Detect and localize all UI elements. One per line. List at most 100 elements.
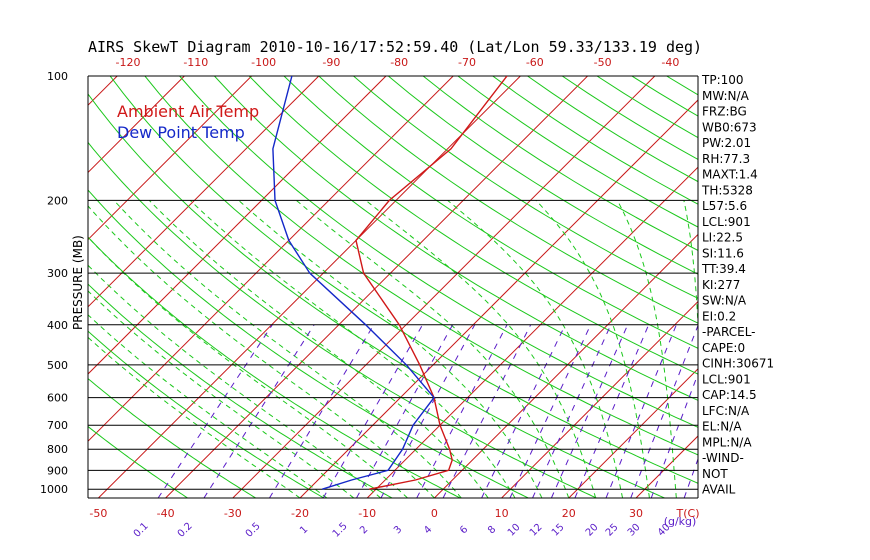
dew-point-profile <box>272 76 435 490</box>
moist-adiabat-line <box>616 200 677 498</box>
dry-adiabat-line <box>318 76 698 324</box>
stat-line: NOT <box>702 467 728 481</box>
moist-adiabat-line <box>535 200 650 498</box>
stat-line: LI:22.5 <box>702 231 743 245</box>
stat-line: CAPE:0 <box>702 341 745 355</box>
dry-adiabat-line <box>109 76 698 484</box>
mixing-ratio-tick-label: 1 <box>298 524 310 536</box>
stat-line: MW:N/A <box>702 89 750 103</box>
top-temp-tick-label: -40 <box>661 56 679 69</box>
dry-adiabat-line <box>353 76 698 299</box>
stat-line: LCL:901 <box>702 215 751 229</box>
top-temp-tick-label: -110 <box>183 56 208 69</box>
stat-line: -PARCEL- <box>702 325 756 339</box>
stat-line: TT:39.4 <box>701 262 746 276</box>
top-temp-tick-label: -80 <box>390 56 408 69</box>
bottom-temp-tick-label: -30 <box>224 507 242 520</box>
pressure-tick-label: 300 <box>47 267 68 280</box>
top-temp-tick-label: -70 <box>458 56 476 69</box>
stat-line: EL:N/A <box>702 420 742 434</box>
stat-line: LFC:N/A <box>702 404 750 418</box>
dry-adiabat-line <box>179 76 698 428</box>
pressure-tick-label: 400 <box>47 319 68 332</box>
mixing-ratio-line <box>481 324 566 498</box>
pressure-tick-label: 500 <box>47 359 68 372</box>
isotherm-line <box>88 76 320 308</box>
mixing-ratio-tick-label: 10 <box>506 522 523 539</box>
mixing-ratio-tick-label: 1.5 <box>331 521 350 540</box>
dry-adiabat-line <box>88 425 188 498</box>
mixing-ratio-tick-label: 3 <box>392 524 404 536</box>
top-temp-tick-label: -60 <box>526 56 544 69</box>
moist-adiabat-line <box>447 200 624 498</box>
temp-unit-label: T(C) <box>676 507 700 520</box>
stat-line: WB0:673 <box>702 120 757 134</box>
stat-line: EI:0.2 <box>702 309 736 323</box>
bottom-temp-tick-label: -10 <box>358 507 376 520</box>
mixing-ratio-tick-label: 6 <box>458 524 470 536</box>
stat-line: AVAIL <box>702 483 736 497</box>
mixing-ratio-line <box>550 324 629 498</box>
pressure-tick-label: 700 <box>47 419 68 432</box>
bottom-temp-tick-label: -50 <box>89 507 107 520</box>
mixing-ratio-tick-label: 0.1 <box>132 521 151 540</box>
dry-adiabat-line <box>666 76 698 96</box>
moist-adiabat-line <box>148 200 489 498</box>
mixing-ratio-tick-label: 30 <box>626 522 643 539</box>
moist-adiabat-line <box>88 236 408 498</box>
profile-lines <box>272 76 508 490</box>
mixing-ratio-tick-label: 0.2 <box>176 521 195 540</box>
mixing-ratio-line <box>509 324 592 498</box>
top-temp-tick-label: -90 <box>322 56 340 69</box>
bottom-temp-tick-label: 10 <box>495 507 509 520</box>
top-temp-tick-label: -120 <box>116 56 141 69</box>
mixing-ratio-tick-label: 0.5 <box>244 521 263 540</box>
stat-line: CAP:14.5 <box>702 388 757 402</box>
isotherm-line <box>838 76 870 498</box>
dry-adiabat-line <box>88 93 665 498</box>
mixing-ratio-line <box>356 324 454 498</box>
legend-dew-point: Dew Point Temp <box>117 123 245 142</box>
pressure-tick-label: 200 <box>47 194 68 207</box>
chart-title: AIRS SkewT Diagram 2010-10-16/17:52:59.4… <box>88 38 702 56</box>
dry-adiabat-line <box>492 76 698 205</box>
stat-line: MPL:N/A <box>702 435 752 449</box>
stat-line: MAXT:1.4 <box>702 168 758 182</box>
isotherm-line <box>770 76 870 498</box>
mixing-ratio-line <box>322 324 423 498</box>
mixing-ratio-tick-label: 20 <box>584 522 601 539</box>
pressure-tick-label: 1000 <box>40 483 68 496</box>
stat-line: SI:11.6 <box>702 246 744 260</box>
mixing-ratio-line <box>416 324 508 498</box>
pressure-tick-label: 600 <box>47 392 68 405</box>
legend-air-temp: Ambient Air Temp <box>117 102 259 121</box>
bottom-temp-tick-label: -20 <box>291 507 309 520</box>
bottom-temp-tick-label: 0 <box>431 507 438 520</box>
stat-line: TP:100 <box>701 73 744 87</box>
mixing-ratio-line <box>380 324 476 498</box>
pressure-grid <box>87 75 699 499</box>
stat-line: KI:277 <box>702 278 740 292</box>
mixing-ratio-line <box>630 324 698 498</box>
mixing-ratio-line <box>157 324 273 498</box>
pressure-tick-label: 900 <box>47 464 68 477</box>
moist-adiabat-line <box>683 200 698 336</box>
mixing-ratio-line <box>203 324 315 498</box>
isotherm-line <box>98 76 521 498</box>
moist-adiabat-line <box>365 200 597 498</box>
mixing-ratio-tick-label: 15 <box>550 522 567 539</box>
dry-adiabat-line <box>88 330 325 498</box>
bottom-temp-tick-label: -40 <box>157 507 175 520</box>
isotherm-line <box>434 233 698 498</box>
y-axis-label: PRESSURE (MB) <box>71 235 85 330</box>
isotherm-line <box>0 76 50 498</box>
bottom-temp-tick-label: 30 <box>629 507 643 520</box>
dry-adiabat-line <box>387 76 698 275</box>
isotherm-line <box>88 76 185 174</box>
dry-adiabat-line <box>88 377 257 498</box>
moist-adiabat-line <box>88 205 435 498</box>
mixing-ratio-line <box>574 324 650 498</box>
